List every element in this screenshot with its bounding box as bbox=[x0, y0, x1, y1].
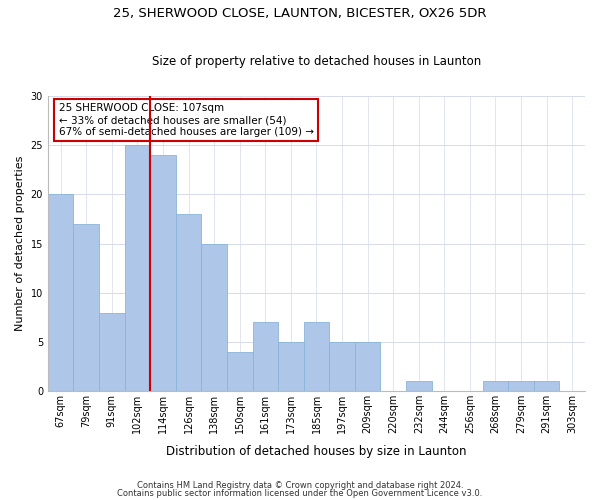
X-axis label: Distribution of detached houses by size in Launton: Distribution of detached houses by size … bbox=[166, 444, 467, 458]
Bar bbox=[482, 382, 508, 391]
Text: 25 SHERWOOD CLOSE: 107sqm
← 33% of detached houses are smaller (54)
67% of semi-: 25 SHERWOOD CLOSE: 107sqm ← 33% of detac… bbox=[59, 104, 314, 136]
Bar bbox=[534, 382, 559, 391]
Bar bbox=[329, 342, 355, 391]
Bar bbox=[48, 194, 73, 391]
Bar bbox=[73, 224, 99, 391]
Bar bbox=[278, 342, 304, 391]
Bar bbox=[150, 155, 176, 391]
Bar bbox=[176, 214, 202, 391]
Bar bbox=[202, 244, 227, 391]
Text: Contains public sector information licensed under the Open Government Licence v3: Contains public sector information licen… bbox=[118, 488, 482, 498]
Bar bbox=[406, 382, 431, 391]
Text: 25, SHERWOOD CLOSE, LAUNTON, BICESTER, OX26 5DR: 25, SHERWOOD CLOSE, LAUNTON, BICESTER, O… bbox=[113, 8, 487, 20]
Text: Contains HM Land Registry data © Crown copyright and database right 2024.: Contains HM Land Registry data © Crown c… bbox=[137, 481, 463, 490]
Bar bbox=[227, 352, 253, 391]
Bar bbox=[508, 382, 534, 391]
Bar bbox=[355, 342, 380, 391]
Title: Size of property relative to detached houses in Launton: Size of property relative to detached ho… bbox=[152, 56, 481, 68]
Bar bbox=[253, 322, 278, 391]
Bar bbox=[304, 322, 329, 391]
Bar bbox=[99, 312, 125, 391]
Y-axis label: Number of detached properties: Number of detached properties bbox=[15, 156, 25, 332]
Bar bbox=[125, 146, 150, 391]
